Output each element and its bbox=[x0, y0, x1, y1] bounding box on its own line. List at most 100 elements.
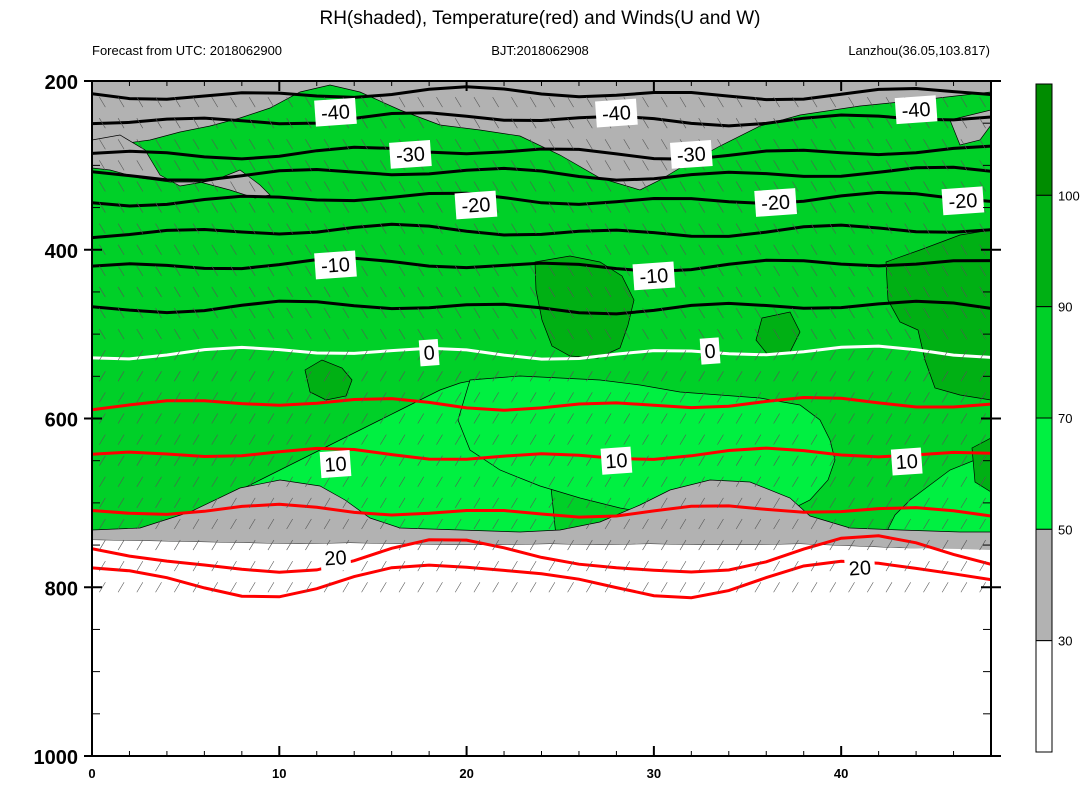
wind-barb bbox=[174, 371, 181, 382]
wind-barb bbox=[342, 582, 350, 593]
wind-barb bbox=[136, 96, 144, 108]
wind-barb bbox=[417, 118, 425, 129]
wind-barb bbox=[117, 118, 125, 129]
wind-barb bbox=[305, 223, 312, 234]
wind-barb bbox=[885, 160, 893, 171]
wind-barb bbox=[735, 244, 743, 255]
wind-barb bbox=[155, 202, 162, 213]
wind-barb bbox=[885, 413, 893, 424]
wind-barb bbox=[136, 371, 144, 382]
wind-barb bbox=[754, 413, 762, 424]
wind-barb bbox=[492, 265, 499, 276]
wind-barb bbox=[305, 476, 312, 487]
wind-barb bbox=[567, 96, 574, 108]
wind-barb bbox=[211, 181, 218, 192]
wind-barb bbox=[773, 561, 780, 572]
wind-barb bbox=[548, 223, 556, 234]
wind-barb bbox=[380, 328, 387, 340]
wind-barb bbox=[586, 96, 593, 108]
wind-barb bbox=[267, 413, 275, 424]
wind-barb bbox=[492, 244, 499, 255]
wind-barb bbox=[867, 265, 874, 276]
wind-barb bbox=[754, 476, 762, 487]
temp-contour-line bbox=[92, 144, 991, 161]
wind-barb bbox=[192, 497, 200, 509]
wind-barb bbox=[941, 371, 949, 382]
wind-barb bbox=[192, 223, 200, 234]
wind-barb bbox=[473, 582, 481, 593]
contour-label: -20 bbox=[454, 190, 498, 220]
wind-barb bbox=[267, 96, 275, 108]
wind-barb bbox=[979, 223, 986, 234]
temp-contour-line bbox=[92, 111, 991, 128]
wind-barb bbox=[773, 371, 780, 382]
wind-barb bbox=[511, 265, 518, 276]
wind-barb bbox=[380, 455, 387, 466]
wind-barb bbox=[698, 118, 705, 129]
wind-barb bbox=[117, 307, 125, 319]
wind-barb bbox=[286, 181, 293, 192]
wind-barb bbox=[810, 181, 818, 192]
wind-barb bbox=[754, 455, 762, 466]
wind-barb bbox=[117, 160, 125, 171]
wind-barb bbox=[979, 476, 986, 487]
wind-barb bbox=[586, 518, 593, 530]
wind-barb bbox=[267, 561, 275, 572]
wind-barb bbox=[660, 392, 668, 403]
wind-barb bbox=[717, 181, 724, 192]
wind-barb bbox=[473, 561, 481, 572]
wind-barb bbox=[754, 244, 762, 255]
wind-barb bbox=[885, 434, 893, 445]
wind-barb bbox=[960, 561, 968, 572]
wind-barb bbox=[267, 307, 275, 319]
wind-barb bbox=[885, 118, 893, 129]
wind-barb bbox=[305, 307, 312, 319]
contour-label-text: 10 bbox=[605, 450, 629, 473]
wind-barb bbox=[885, 371, 893, 382]
wind-barb bbox=[380, 244, 387, 255]
wind-barb bbox=[829, 265, 837, 276]
wind-barb bbox=[286, 307, 293, 319]
wind-barb bbox=[586, 244, 593, 255]
wind-barb bbox=[960, 582, 968, 593]
wind-barb bbox=[492, 223, 499, 234]
wind-barb bbox=[529, 518, 537, 530]
wind-barb bbox=[529, 392, 537, 403]
wind-barb bbox=[810, 476, 818, 487]
wind-barb bbox=[99, 455, 106, 466]
wind-barb bbox=[754, 160, 762, 171]
wind-barb bbox=[380, 202, 387, 213]
wind-barb bbox=[548, 582, 556, 593]
wind-barb bbox=[454, 286, 462, 298]
wind-barb bbox=[286, 160, 293, 171]
wind-barb bbox=[810, 455, 818, 466]
temp-contour-line bbox=[92, 85, 991, 102]
wind-barb bbox=[941, 476, 949, 487]
wind-barb bbox=[192, 539, 200, 551]
wind-barb bbox=[136, 497, 144, 509]
wind-barb bbox=[248, 561, 256, 572]
wind-barb bbox=[323, 139, 331, 150]
wind-barb bbox=[586, 160, 593, 171]
wind-barb bbox=[586, 497, 593, 509]
wind-barb bbox=[398, 392, 406, 403]
wind-barb bbox=[548, 413, 556, 424]
colorbar-box bbox=[1035, 83, 1053, 196]
wind-barb bbox=[679, 307, 687, 319]
wind-barb bbox=[398, 582, 406, 593]
wind-barb bbox=[323, 518, 331, 530]
wind-barb bbox=[735, 202, 743, 213]
wind-barb bbox=[792, 118, 799, 129]
wind-barb bbox=[529, 413, 537, 424]
wind-barb bbox=[904, 223, 911, 234]
wind-barb bbox=[679, 371, 687, 382]
wind-barb bbox=[342, 202, 350, 213]
wind-barb bbox=[867, 286, 874, 298]
wind-barb bbox=[99, 181, 106, 192]
wind-barb bbox=[867, 476, 874, 487]
wind-barb bbox=[698, 244, 705, 255]
wind-barb bbox=[941, 413, 949, 424]
wind-barb bbox=[979, 160, 986, 171]
wind-barb bbox=[473, 139, 481, 150]
colorbar-box bbox=[1035, 194, 1053, 308]
